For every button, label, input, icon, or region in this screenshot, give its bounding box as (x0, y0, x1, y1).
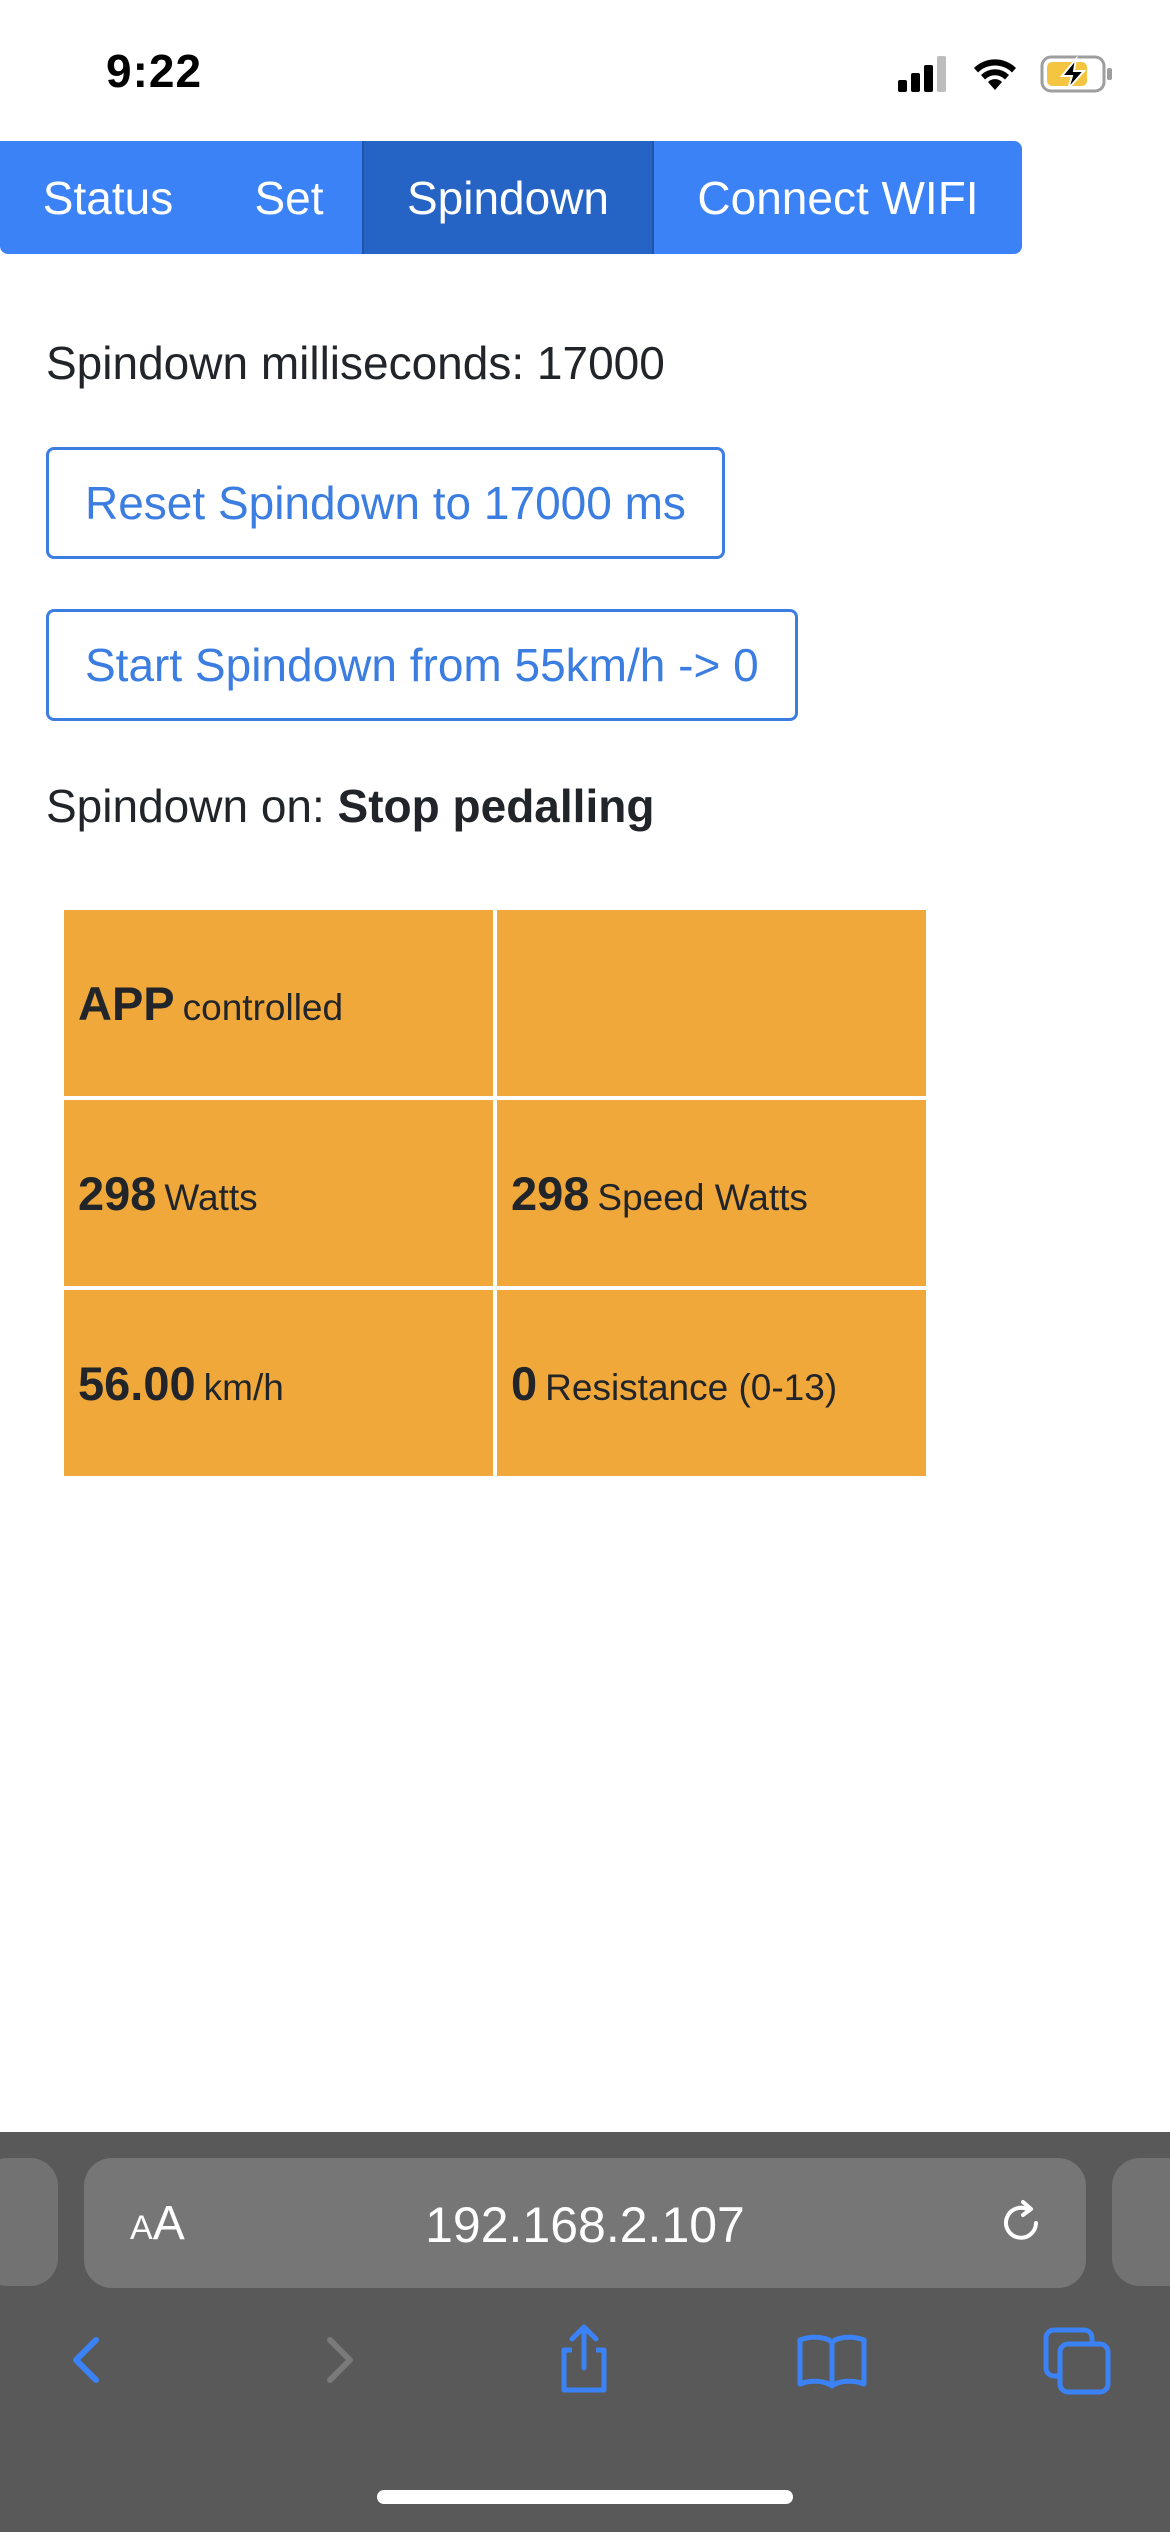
metrics-table: APP controlled 298 Watts 298 Speed Watts 56… (60, 906, 930, 1480)
tab-connect-wifi[interactable]: Connect WIFI (697, 171, 979, 224)
spindown-on-value: Stop pedalling (337, 780, 655, 832)
metric-cell-speed-watts: 298 Speed Watts (493, 1096, 930, 1290)
aa-big: A (152, 2197, 185, 2250)
reset-spindown-button[interactable]: Reset Spindown to 17000 ms (46, 447, 725, 559)
tab-spindown[interactable]: Spindown (362, 141, 654, 254)
wifi-icon (974, 59, 1016, 90)
metric-unit: controlled (182, 986, 344, 1028)
metric-unit: Speed Watts (597, 1176, 808, 1218)
metric-unit: km/h (203, 1366, 284, 1408)
reader-options-button[interactable]: AA (130, 2196, 185, 2251)
address-bar[interactable]: AA 192.168.2.107 (84, 2158, 1086, 2288)
tabs-icon[interactable] (1040, 2322, 1116, 2398)
metric-cell-control: APP controlled (60, 906, 497, 1100)
spindown-on-line: Spindown on: Stop pedalling (46, 779, 654, 833)
status-time: 9:22 (106, 45, 203, 97)
metric-unit: Resistance (0-13) (545, 1366, 838, 1408)
battery-charging-icon (1040, 55, 1112, 93)
spindown-ms-label: Spindown milliseconds: (46, 337, 537, 389)
home-indicator (377, 2490, 793, 2504)
reload-icon[interactable] (996, 2198, 1046, 2248)
metric-value: APP (78, 976, 175, 1030)
nav-bar: Status Set Spindown Connect WIFI (0, 141, 1022, 254)
back-icon[interactable] (50, 2322, 126, 2398)
aa-small: A (130, 2209, 153, 2247)
forward-icon[interactable] (300, 2322, 376, 2398)
metric-unit: Watts (164, 1176, 258, 1218)
metric-cell-resistance: 0 Resistance (0-13) (493, 1286, 930, 1480)
next-tab-preview[interactable] (1112, 2158, 1170, 2286)
bookmarks-icon[interactable] (794, 2322, 870, 2398)
tab-set[interactable]: Set (254, 171, 324, 224)
browser-toolbar: AA 192.168.2.107 (0, 2132, 1170, 2532)
status-bar: 9:22 (0, 0, 1170, 140)
table-row: APP controlled (60, 906, 930, 1100)
metric-cell-empty (493, 906, 930, 1100)
metric-value: 298 (78, 1166, 157, 1220)
status-icons (898, 52, 1114, 96)
spindown-on-label: Spindown on: (46, 780, 338, 832)
tab-status[interactable]: Status (42, 171, 174, 224)
spindown-ms-value: 17000 (536, 337, 665, 389)
url-text: 192.168.2.107 (425, 2197, 745, 2253)
metric-value: 0 (511, 1356, 538, 1410)
start-spindown-button[interactable]: Start Spindown from 55km/h -> 0 (46, 609, 798, 721)
previous-tab-preview[interactable] (0, 2158, 58, 2286)
cellular-signal-icon (898, 56, 946, 92)
metric-value: 56.00 (78, 1356, 196, 1410)
metric-cell-watts: 298 Watts (60, 1096, 497, 1290)
table-row: 56.00 km/h 0 Resistance (0-13) (60, 1286, 930, 1480)
share-icon[interactable] (546, 2322, 622, 2398)
table-row: 298 Watts 298 Speed Watts (60, 1096, 930, 1290)
metric-cell-speed: 56.00 km/h (60, 1286, 497, 1480)
metric-value: 298 (511, 1166, 590, 1220)
spindown-ms-line: Spindown milliseconds: 17000 (46, 336, 665, 390)
